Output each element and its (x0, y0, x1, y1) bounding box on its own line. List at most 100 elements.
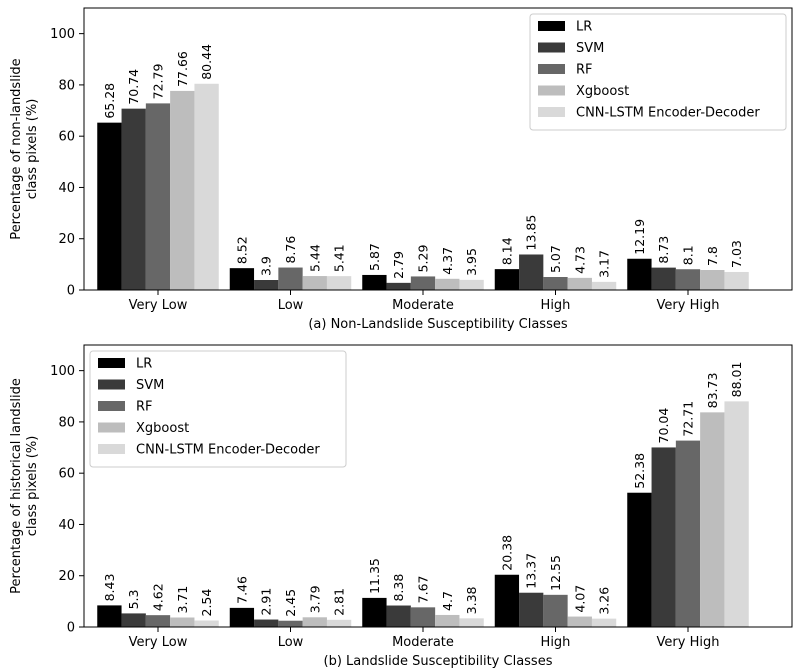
bar-lr-3 (494, 574, 520, 627)
legend-entry: RF (136, 400, 153, 415)
bar-xgboost-2 (435, 614, 460, 627)
bar-svm-2 (386, 282, 411, 290)
legend-swatch (98, 379, 125, 390)
bar-xgboost-2 (435, 278, 460, 290)
bar-xgboost-3 (567, 277, 592, 290)
bar-svm-3 (519, 254, 544, 290)
bar-lr-4 (627, 258, 652, 290)
x-axis-label: (b) Landslide Susceptibility Classes (324, 654, 553, 669)
value-label: 70.74 (126, 69, 141, 105)
value-label: 4.7 (440, 591, 455, 611)
bar-lr-1 (229, 607, 255, 627)
value-label: 8.14 (499, 237, 514, 265)
bar-cnn-lstm-encoder-decoder-1 (326, 276, 352, 290)
bar-rf-2 (410, 607, 436, 627)
legend-swatch (98, 401, 125, 411)
bar-cnn-lstm-encoder-decoder-4 (724, 401, 749, 627)
bar-svm-1 (254, 619, 279, 627)
value-label: 7.67 (416, 575, 431, 603)
legend-entry: SVM (136, 378, 164, 393)
y-tick-label: 80 (58, 78, 75, 93)
bar-rf-4 (675, 269, 701, 290)
y-axis-label: Percentage of non-landslide (9, 58, 24, 239)
value-label: 77.66 (175, 51, 190, 87)
bar-xgboost-4 (700, 412, 725, 627)
legend-swatch (538, 42, 565, 53)
value-label: 12.19 (632, 219, 647, 255)
panel-a: 65.28 8.52 5.87 8.14 12.19 70.74 3.9 2.79 13.85 8… (9, 7, 793, 332)
legend-swatch (538, 21, 565, 31)
x-tick-label: Very High (657, 635, 720, 650)
y-tick-label: 100 (50, 27, 75, 42)
value-label: 13.37 (524, 553, 539, 589)
value-label: 8.52 (234, 236, 249, 264)
y-axis-label: Percentage of historical landslide (9, 378, 24, 594)
bar-cnn-lstm-encoder-decoder-3 (591, 281, 617, 290)
axes-frame (83, 344, 793, 628)
value-label: 3.9 (259, 256, 274, 276)
legend-swatch (98, 358, 125, 368)
value-label: 8.43 (102, 574, 117, 602)
bar-xgboost-1 (302, 276, 327, 290)
value-label: 13.85 (524, 215, 539, 251)
y-tick-label: 40 (58, 518, 75, 533)
y-axis-label: class pixels (%) (25, 436, 40, 537)
bar-lr-1 (229, 268, 255, 290)
value-label: 2.54 (199, 589, 214, 617)
value-label: 72.79 (151, 64, 166, 100)
bar-lr-0 (97, 605, 122, 627)
x-axis-label: (a) Non-Landslide Susceptibility Classes (308, 317, 568, 332)
legend: LR SVM RF Xgboost CNN-LSTM Encoder-Decoder (89, 350, 347, 468)
bar-xgboost-1 (302, 617, 327, 627)
bar-svm-0 (121, 613, 146, 627)
value-label: 4.62 (151, 583, 166, 611)
value-label: 3.26 (597, 587, 612, 615)
value-label: 4.73 (572, 246, 587, 274)
value-label: 11.35 (367, 558, 382, 594)
y-tick-label: 20 (58, 232, 75, 247)
value-label: 3.17 (597, 250, 612, 278)
axes-frame (83, 7, 793, 291)
value-label: 5.29 (416, 245, 431, 273)
bar-rf-0 (145, 103, 171, 290)
legend-entry: LR (576, 20, 592, 35)
value-label: 4.37 (440, 247, 455, 275)
value-label: 83.73 (705, 373, 720, 409)
bar-xgboost-0 (170, 90, 195, 290)
bar-lr-0 (97, 122, 122, 291)
bar-lr-2 (362, 597, 387, 627)
legend-swatch (98, 444, 125, 454)
bar-cnn-lstm-encoder-decoder-3 (591, 618, 617, 627)
legend-entry: LR (136, 357, 152, 372)
bar-rf-3 (543, 277, 568, 290)
legend-entry: RF (576, 63, 593, 78)
value-label: 5.41 (332, 244, 347, 272)
x-tick-label: High (541, 298, 571, 313)
value-label: 5.87 (367, 243, 382, 271)
panel-b: 8.43 7.46 11.35 20.38 52.38 5.3 2.91 8.38 13.37 7… (9, 344, 793, 669)
x-tick-label: Moderate (392, 298, 454, 313)
legend-swatch (538, 64, 565, 74)
bar-cnn-lstm-encoder-decoder-0 (194, 83, 219, 290)
y-tick-label: 60 (58, 467, 75, 482)
x-tick-label: Very High (657, 298, 720, 313)
value-label: 88.01 (729, 362, 744, 398)
y-tick-label: 80 (58, 415, 75, 430)
y-tick-label: 40 (58, 181, 75, 196)
value-label: 8.38 (391, 574, 406, 602)
legend-entry: CNN-LSTM Encoder-Decoder (136, 443, 320, 458)
legend-box (89, 350, 347, 468)
value-label: 5.44 (307, 244, 322, 272)
legend-entry: SVM (576, 41, 604, 56)
bar-svm-0 (121, 108, 146, 291)
bar-svm-3 (519, 592, 544, 627)
bar-svm-1 (254, 280, 279, 290)
value-label: 4.07 (572, 585, 587, 613)
value-label: 20.38 (499, 535, 514, 571)
bar-svm-4 (651, 267, 676, 290)
value-label: 7.03 (729, 240, 744, 268)
value-label: 3.71 (175, 586, 190, 614)
value-label: 72.71 (681, 401, 696, 437)
value-label: 65.28 (102, 83, 117, 119)
